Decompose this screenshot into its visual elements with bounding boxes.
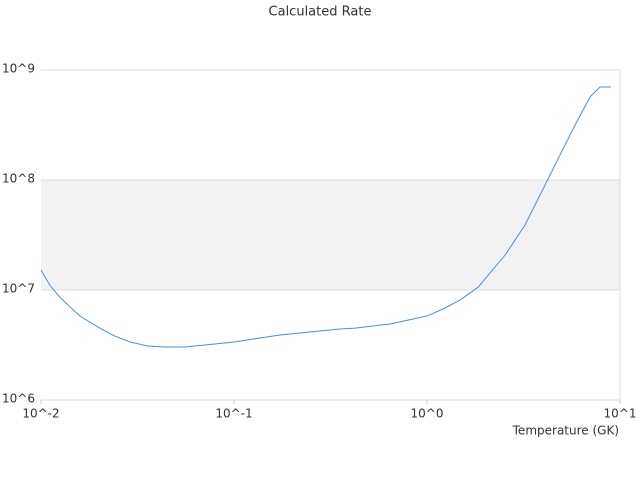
- y-tick-label: 10^7: [2, 282, 35, 296]
- x-tick-label: 10^0: [411, 407, 444, 421]
- line-series: [40, 86, 611, 348]
- y-tick-label: 10^9: [2, 62, 35, 76]
- x-tick-label: 10^-1: [215, 407, 252, 421]
- x-tick-label: 10^-2: [22, 407, 59, 421]
- y-tick-label: 10^8: [2, 172, 35, 186]
- grid-band: [41, 180, 620, 290]
- chart-title: Calculated Rate: [269, 5, 372, 20]
- x-tick-label: 10^1: [604, 407, 637, 421]
- x-axis-label: Temperature (GK): [512, 424, 619, 438]
- y-tick-label: 10^6: [2, 392, 35, 406]
